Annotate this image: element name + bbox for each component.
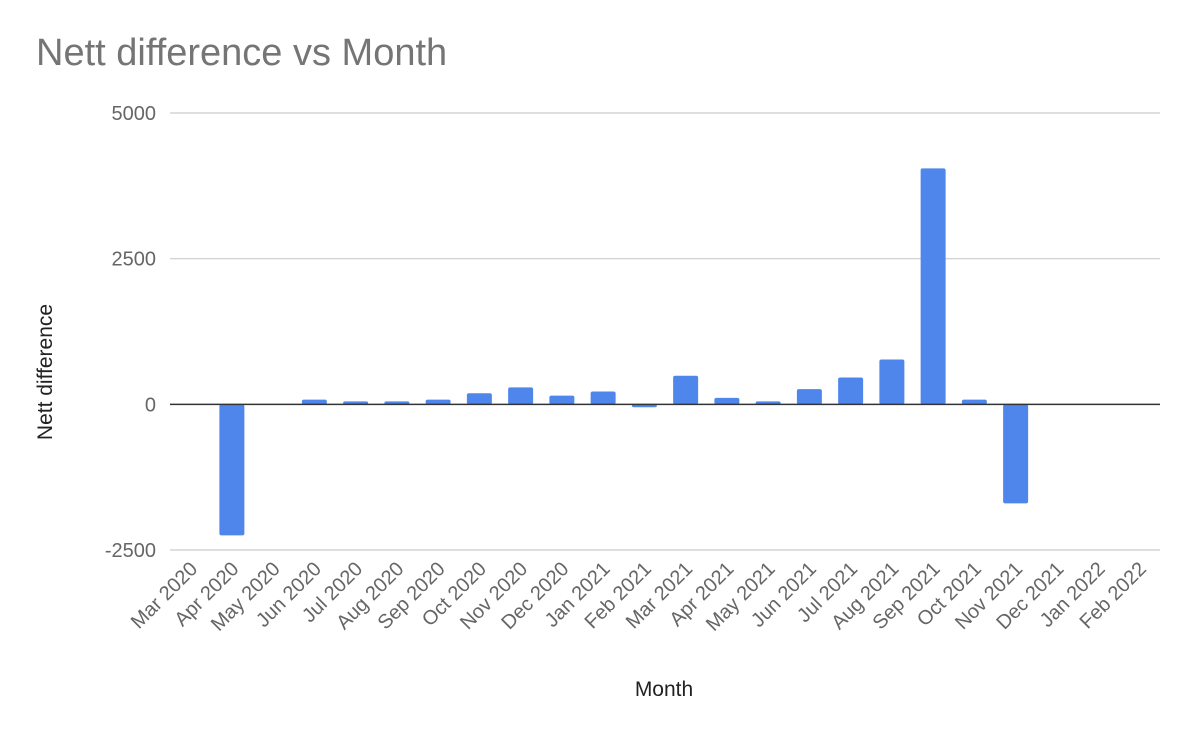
bar xyxy=(219,404,245,536)
bar xyxy=(673,375,699,405)
bar xyxy=(1003,404,1029,504)
y-tick-label: 2500 xyxy=(112,249,157,271)
y-tick-labels: -2500 0 2500 5000 xyxy=(105,103,156,562)
y-tick-label: 5000 xyxy=(112,103,157,125)
bar xyxy=(425,399,451,405)
bar xyxy=(920,168,946,405)
bar xyxy=(508,387,534,405)
chart-title: Nett difference vs Month xyxy=(36,32,448,74)
bar xyxy=(301,399,327,405)
bar xyxy=(466,393,492,405)
bars xyxy=(219,168,1029,536)
bar xyxy=(838,377,864,405)
gridlines xyxy=(170,112,1160,551)
bar xyxy=(961,399,987,405)
bar xyxy=(549,395,575,405)
y-tick-label: -2500 xyxy=(105,540,156,562)
bar xyxy=(590,391,616,405)
bar xyxy=(879,359,905,405)
bar xyxy=(714,397,740,405)
x-axis-title: Month xyxy=(634,678,694,701)
bar xyxy=(796,389,822,405)
y-tick-label: 0 xyxy=(145,394,156,416)
